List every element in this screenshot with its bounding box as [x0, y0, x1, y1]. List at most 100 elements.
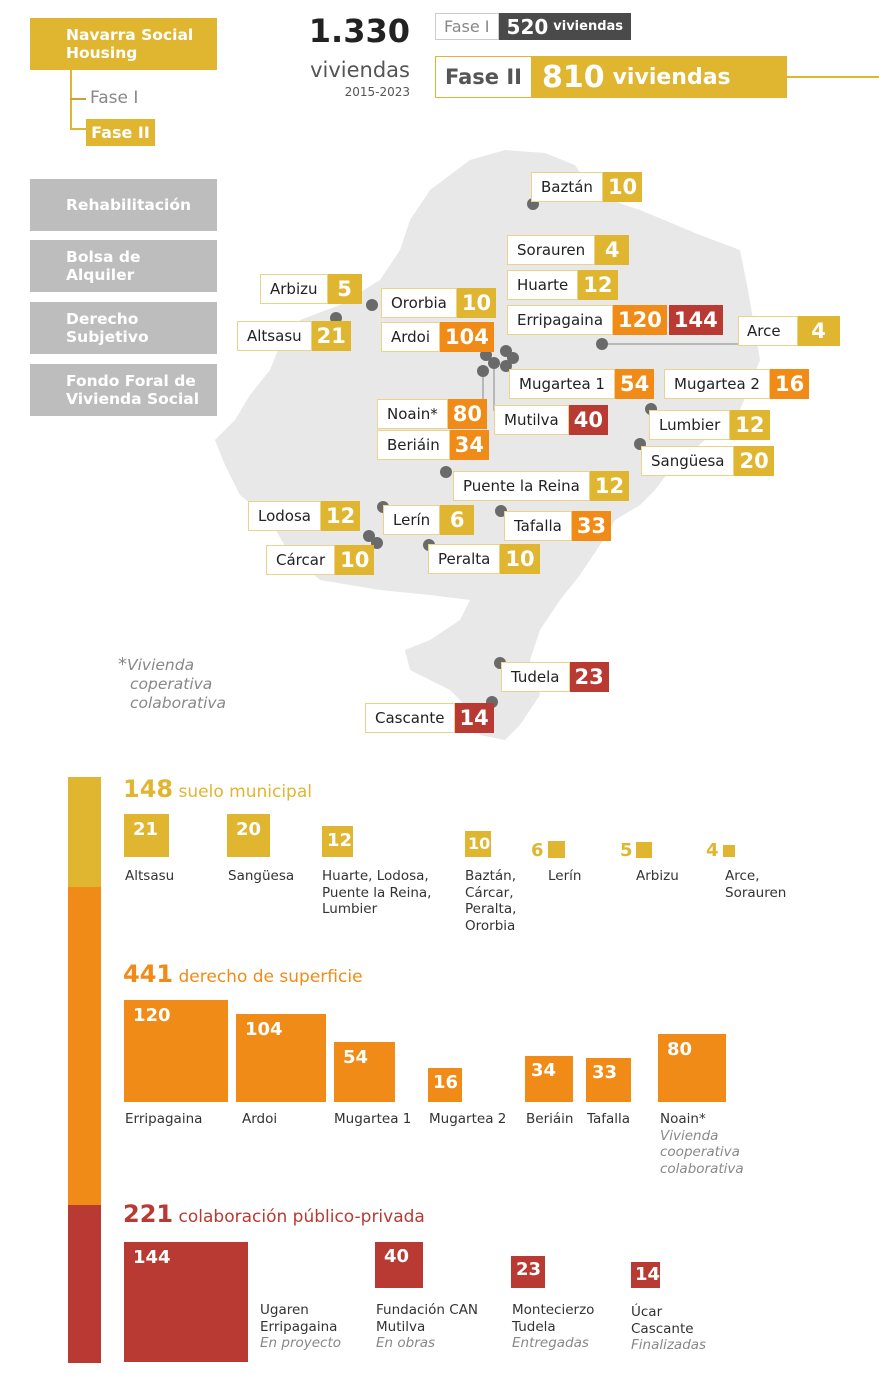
map-label-name: Sangüesa — [641, 446, 735, 476]
map-label-value: 5 — [327, 274, 362, 304]
map-label-mugartea-2[interactable]: Mugartea 2 16 — [664, 369, 810, 399]
caption-ugaren: Ugaren Erripagaina En proyecto — [260, 1302, 341, 1352]
map-label-erripagaina[interactable]: Erripagaina 120 144 — [507, 305, 723, 335]
total-unit: viviendas — [310, 58, 410, 82]
map-label-name: Ororbia — [381, 288, 457, 318]
caption-line: Mugartea 2 — [429, 1111, 507, 1127]
phase1-link[interactable]: Fase I — [90, 88, 139, 108]
map-label-mugartea-1[interactable]: Mugartea 1 54 — [509, 369, 655, 399]
map-label-value: 23 — [569, 662, 609, 692]
map-label-name: Peralta — [428, 544, 501, 574]
municipal-square-lerin — [548, 841, 565, 858]
phase2-tab[interactable]: Fase II — [86, 119, 155, 146]
nav-rehabilitacion-label: Rehabilitación — [66, 196, 192, 214]
map-label-lodosa[interactable]: Lodosa 12 — [248, 501, 361, 531]
map-label-lumbier[interactable]: Lumbier 12 — [649, 410, 770, 440]
map-label-name: Baztán — [531, 172, 603, 202]
map-label-carcar[interactable]: Cárcar 10 — [266, 545, 375, 575]
caption-line: Tudela — [512, 1318, 556, 1335]
nav-bolsa-alquiler-label: Bolsa de Alquiler — [66, 248, 141, 284]
caption-status: En proyecto — [260, 1335, 342, 1351]
caption-line: Mugartea 1 — [334, 1111, 412, 1127]
map-label-value: 40 — [568, 405, 608, 435]
caption-mugartea-2: Mugartea 2 — [429, 1111, 506, 1128]
caption-note: cooperativa — [660, 1144, 740, 1160]
caption-huarte-group: Huarte, Lodosa, Puente la Reina, Lumbier — [322, 868, 431, 918]
map-label-ardoi[interactable]: Ardoi 104 — [381, 322, 494, 352]
map-label-arbizu[interactable]: Arbizu 5 — [260, 274, 362, 304]
ppp-square: 40 — [375, 1242, 423, 1288]
bar-surface — [68, 887, 101, 1205]
caption-fundacion-can: Fundación CAN Mutilva En obras — [376, 1302, 478, 1352]
map-label-name: Ardoi — [381, 322, 441, 352]
map-label-beriain[interactable]: Beriáin 34 — [377, 430, 489, 460]
map-label-mutilva[interactable]: Mutilva 40 — [494, 405, 608, 435]
map-label-name: Puente la Reina — [453, 471, 590, 501]
caption-baztan-group: Baztán, Cárcar, Peralta, Ororbia — [465, 868, 516, 934]
caption-line: Puente la Reina, — [322, 884, 432, 901]
nav-bolsa-alquiler[interactable]: Bolsa de Alquiler — [30, 240, 217, 292]
caption-line: Arce, — [725, 868, 760, 884]
map-label-name: Sorauren — [507, 235, 596, 265]
map-label-sanguesa[interactable]: Sangüesa 20 — [641, 446, 774, 476]
program-title[interactable]: Navarra Social Housing — [30, 18, 217, 70]
municipal-total: 148 — [123, 775, 174, 803]
map-dot-center-1 — [488, 357, 500, 369]
caption-lerin: Lerín — [548, 868, 581, 885]
map-label-puente-la-reina[interactable]: Puente la Reina 12 — [453, 471, 630, 501]
surface-title: 441 derecho de superficie — [123, 960, 363, 988]
caption-ucar: Úcar Cascante Finalizadas — [631, 1304, 706, 1354]
nav-derecho-subjetivo[interactable]: Derecho Subjetivo — [30, 302, 217, 354]
map-label-value-2: 144 — [668, 305, 723, 335]
surface-square: 104 — [236, 1014, 326, 1102]
map-label-name: Huarte — [507, 270, 579, 300]
map-label-value: 20 — [734, 446, 774, 476]
caption-arbizu: Arbizu — [636, 868, 679, 885]
map-label-name: Noain* — [377, 399, 448, 429]
caption-line: Cascante — [631, 1320, 694, 1337]
map-label-noain[interactable]: Noain* 80 — [377, 399, 487, 429]
map-label-cascante[interactable]: Cascante 14 — [365, 703, 494, 733]
map-label-name: Tafalla — [504, 511, 572, 541]
map-label-tudela[interactable]: Tudela 23 — [501, 662, 609, 692]
map-label-lerin[interactable]: Lerín 6 — [383, 505, 475, 535]
map-label-value: 12 — [578, 270, 618, 300]
map-label-value: 80 — [447, 399, 487, 429]
map-label-value: 104 — [440, 322, 494, 352]
map-label-name: Cascante — [365, 703, 455, 733]
ppp-title: 221 colaboración público-privada — [123, 1200, 425, 1228]
map-label-name: Erripagaina — [507, 305, 614, 335]
caption-altsasu: Altsasu — [125, 868, 174, 885]
caption-line: Fundación CAN — [376, 1302, 479, 1318]
nav-rehabilitacion[interactable]: Rehabilitación — [30, 179, 217, 231]
map-label-value: 33 — [571, 511, 612, 541]
map-label-peralta[interactable]: Peralta 10 — [428, 544, 540, 574]
municipal-square-arce — [723, 845, 735, 857]
caption-line: Erripagaina — [260, 1318, 338, 1335]
map-label-name: Tudela — [501, 662, 570, 692]
municipal-value-lerin: 6 — [531, 840, 544, 861]
caption-note: Vivienda — [660, 1127, 719, 1144]
municipal-square: 20 — [227, 814, 270, 857]
map-label-name: Mutilva — [494, 405, 569, 435]
map-label-arce[interactable]: Arce 4 — [738, 316, 840, 346]
map-label-ororbia[interactable]: Ororbia 10 — [381, 288, 497, 318]
nav-fondo-foral[interactable]: Fondo Foral de Vivienda Social — [30, 364, 217, 416]
phase1-summary-value: 520 — [506, 14, 549, 39]
map-label-name: Mugartea 1 — [509, 369, 615, 399]
caption-beriain: Beriáin — [526, 1111, 573, 1128]
map-label-altsasu[interactable]: Altsasu 21 — [237, 321, 351, 351]
municipal-square: 10 — [465, 831, 491, 857]
map-label-name: Mugartea 2 — [664, 369, 770, 399]
map-label-sorauren[interactable]: Sorauren 4 — [507, 235, 630, 265]
map-label-baztan[interactable]: Baztán 10 — [531, 172, 643, 202]
map-label-value: 34 — [449, 430, 489, 460]
map-label-huarte[interactable]: Huarte 12 — [507, 270, 618, 300]
caption-status: Entregadas — [512, 1335, 589, 1351]
ppp-square: 14 — [631, 1262, 660, 1288]
caption-ardoi: Ardoi — [242, 1111, 277, 1128]
municipal-title: 148 suelo municipal — [123, 775, 312, 803]
map-label-tafalla[interactable]: Tafalla 33 — [504, 511, 612, 541]
surface-square: 54 — [334, 1042, 395, 1102]
caption-line: Huarte, Lodosa, — [322, 868, 429, 884]
